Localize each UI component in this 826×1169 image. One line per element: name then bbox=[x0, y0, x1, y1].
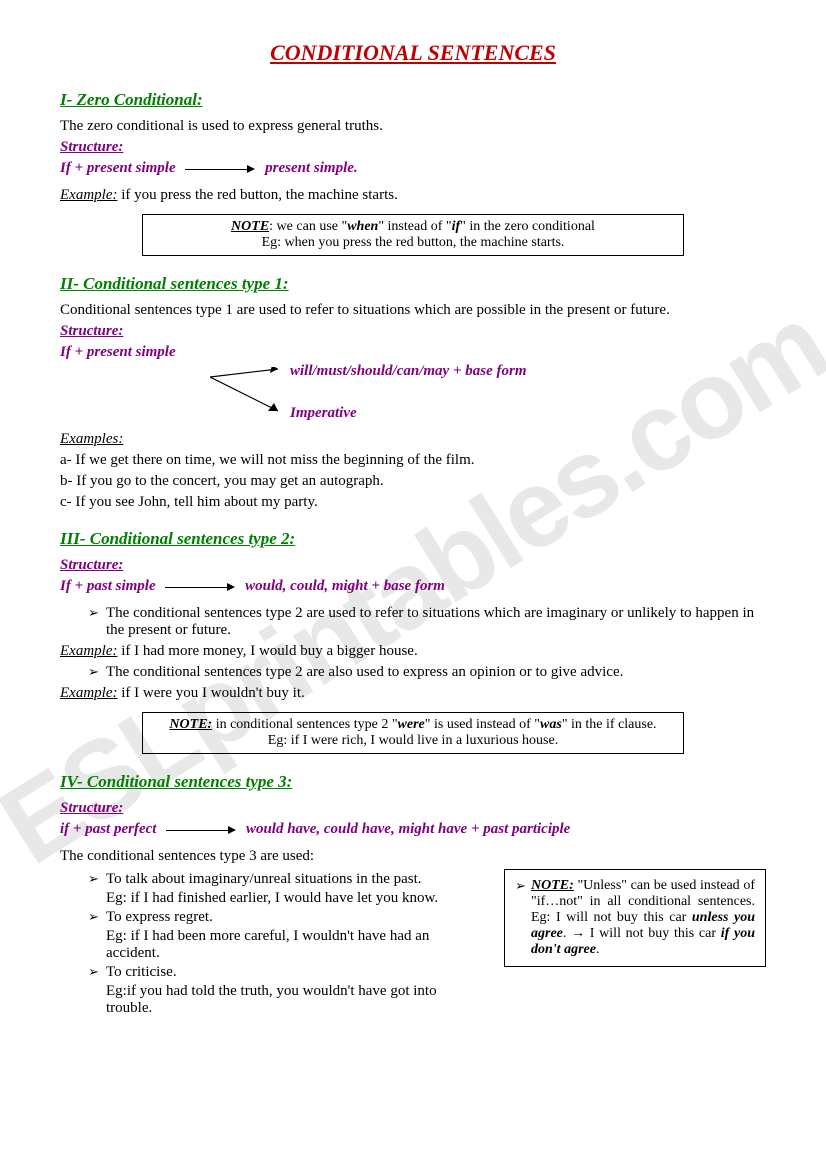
note-eg: Eg: when you press the red button, the m… bbox=[262, 235, 565, 250]
formula-left: If + past simple bbox=[60, 578, 156, 594]
section-4-heading: IV- Conditional sentences type 3: bbox=[60, 772, 766, 792]
use-1: To talk about imaginary/unreal situation… bbox=[88, 871, 486, 888]
document-page: CONDITIONAL SENTENCES I- Zero Conditiona… bbox=[0, 0, 826, 1057]
section-2-heading: II- Conditional sentences type 1: bbox=[60, 274, 766, 294]
use-2-eg: Eg: if I had been more careful, I wouldn… bbox=[88, 928, 486, 962]
formula-type3: if + past perfect would have, could have… bbox=[60, 821, 766, 838]
note-were: were bbox=[398, 717, 425, 732]
formula-zero: If + present simple present simple. bbox=[60, 160, 766, 177]
bullet-item: The conditional sentences type 2 are use… bbox=[88, 605, 766, 639]
branch-arrow-icon bbox=[210, 367, 290, 421]
note-if: if bbox=[452, 219, 461, 234]
use-1-eg: Eg: if I had finished earlier, I would h… bbox=[88, 890, 486, 907]
example-text: if you press the red button, the machine… bbox=[117, 187, 397, 203]
section-3-heading: III- Conditional sentences type 2: bbox=[60, 529, 766, 549]
example-text: if I had more money, I would buy a bigge… bbox=[117, 643, 417, 659]
example-b: b- If you go to the concert, you may get… bbox=[60, 473, 766, 490]
note-label: NOTE bbox=[231, 219, 269, 234]
note-was: was bbox=[540, 717, 562, 732]
formula-type2: If + past simple would, could, might + b… bbox=[60, 578, 766, 595]
section-1-heading: I- Zero Conditional: bbox=[60, 90, 766, 110]
section-4-intro: The conditional sentences type 3 are use… bbox=[60, 848, 766, 865]
example-label: Example: bbox=[60, 187, 117, 203]
arrow-icon bbox=[165, 582, 235, 592]
use-2: To express regret. bbox=[88, 909, 486, 926]
structure-label: Structure: bbox=[60, 557, 123, 573]
note-eg: Eg: if I were rich, I would live in a lu… bbox=[268, 733, 558, 748]
formula-right: would have, could have, might have + pas… bbox=[246, 821, 570, 837]
note-when: when bbox=[347, 219, 378, 234]
formula-left: If + present simple bbox=[60, 160, 176, 176]
formula-right: would, could, might + base form bbox=[245, 578, 445, 594]
note-text: " in the if clause. bbox=[562, 717, 657, 732]
example-c: c- If you see John, tell him about my pa… bbox=[60, 494, 766, 511]
structure-label: Structure: bbox=[60, 323, 123, 339]
use-3-eg: Eg:if you had told the truth, you wouldn… bbox=[88, 983, 486, 1017]
note-text: " instead of " bbox=[378, 219, 451, 234]
two-column-row: To talk about imaginary/unreal situation… bbox=[60, 869, 766, 1017]
structure-label: Structure: bbox=[60, 800, 123, 816]
note-box-1: NOTE: we can use "when" instead of "if" … bbox=[142, 214, 684, 256]
note-text: . → I will not buy this car bbox=[563, 926, 721, 941]
note-text: " is used instead of " bbox=[425, 717, 540, 732]
arrow-icon bbox=[185, 164, 255, 174]
formula-left: If + present simple bbox=[60, 344, 176, 360]
use-3: To criticise. bbox=[88, 964, 486, 981]
section-2-intro: Conditional sentences type 1 are used to… bbox=[60, 302, 766, 319]
branch-arrows: will/must/should/can/may + base form Imp… bbox=[60, 367, 766, 421]
structure-label: Structure: bbox=[60, 139, 123, 155]
note-label: NOTE: bbox=[531, 878, 574, 893]
example-label: Example: bbox=[60, 685, 117, 701]
formula-right: present simple. bbox=[265, 160, 358, 176]
example-label: Example: bbox=[60, 643, 117, 659]
examples-label: Examples: bbox=[60, 431, 123, 447]
note-text: " in the zero conditional bbox=[460, 219, 595, 234]
branch-1: will/must/should/can/may + base form bbox=[290, 363, 527, 380]
note-box-3: NOTE: "Unless" can be used instead of "i… bbox=[504, 869, 766, 967]
arrow-icon bbox=[166, 825, 236, 835]
note-text: : we can use " bbox=[269, 219, 347, 234]
bullet-item: The conditional sentences type 2 are als… bbox=[88, 664, 766, 681]
note-text: . bbox=[596, 942, 600, 957]
formula-left: if + past perfect bbox=[60, 821, 156, 837]
section-1-intro: The zero conditional is used to express … bbox=[60, 118, 766, 135]
formula-type1: If + present simple will/must/should/can… bbox=[60, 344, 766, 421]
note-text: in conditional sentences type 2 " bbox=[212, 717, 397, 732]
note-box-2: NOTE: in conditional sentences type 2 "w… bbox=[142, 712, 684, 754]
branch-2: Imperative bbox=[290, 405, 357, 422]
example-text: if I were you I wouldn't buy it. bbox=[117, 685, 304, 701]
note-label: NOTE: bbox=[169, 717, 212, 732]
example-a: a- If we get there on time, we will not … bbox=[60, 452, 766, 469]
page-title: CONDITIONAL SENTENCES bbox=[60, 40, 766, 66]
